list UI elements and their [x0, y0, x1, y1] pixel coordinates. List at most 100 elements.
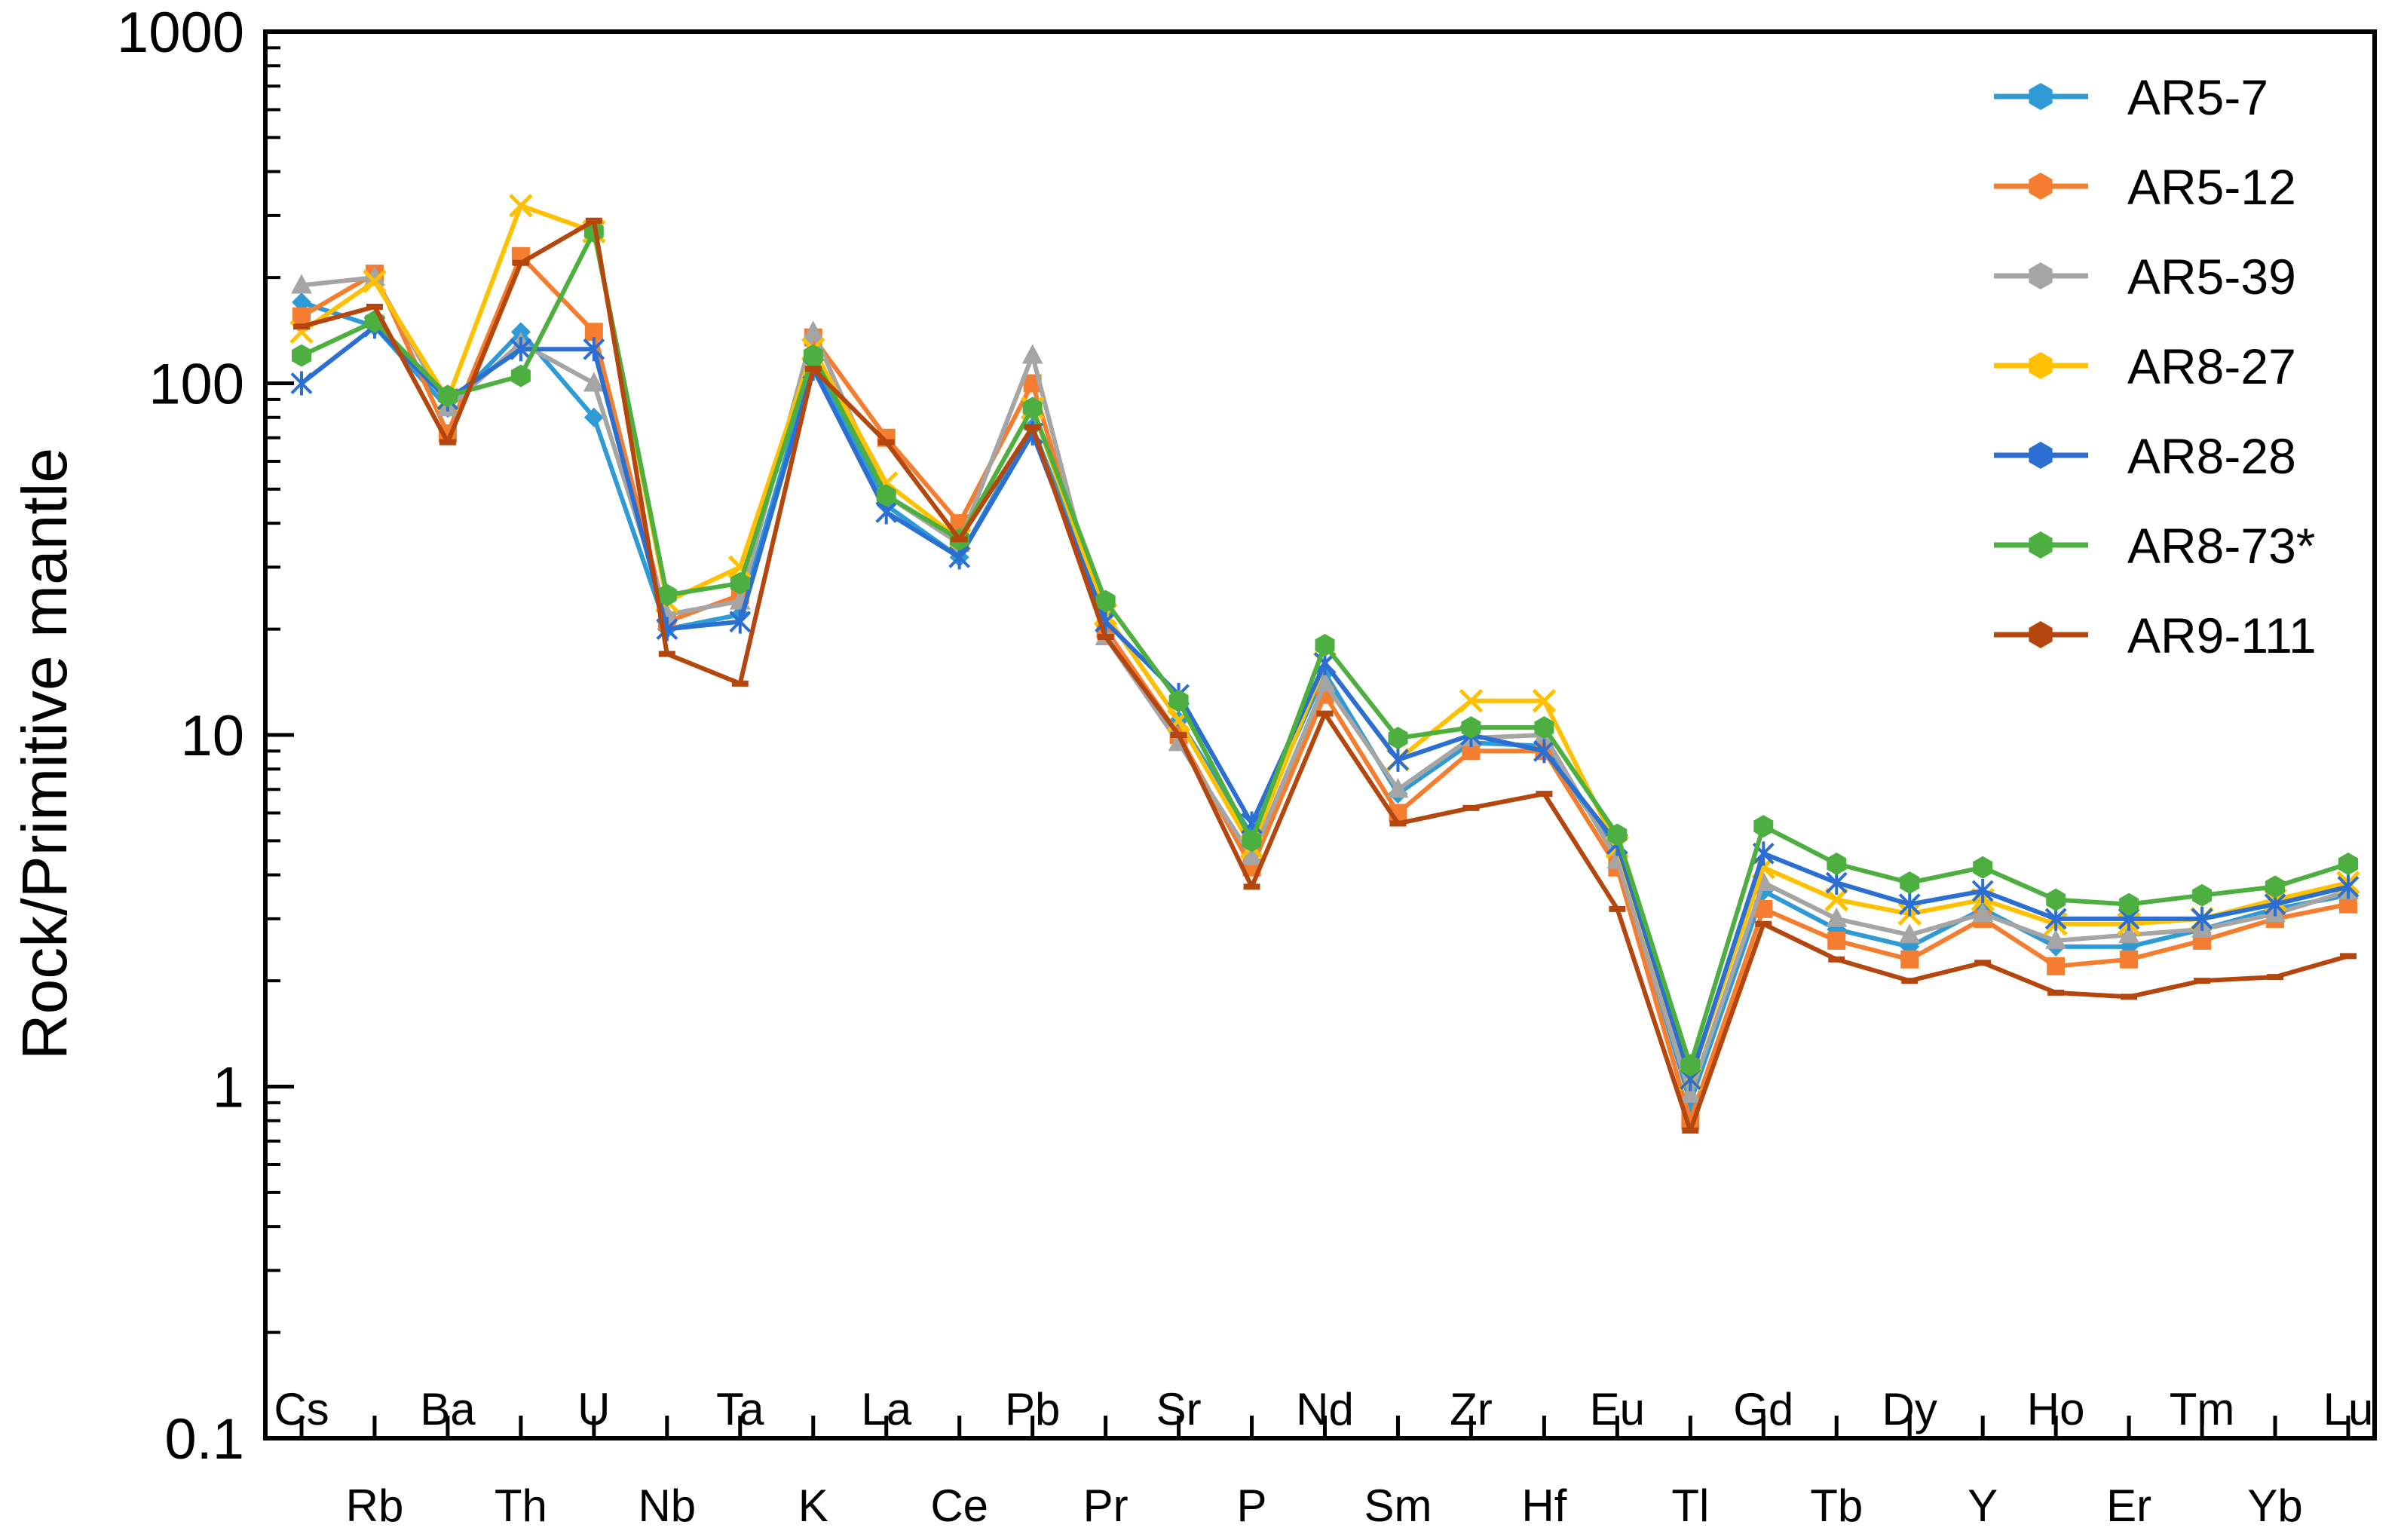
- data-point: [510, 364, 531, 387]
- x-tick-label: Th: [495, 1480, 547, 1531]
- data-point: [292, 307, 311, 326]
- legend-item: AR9-111: [1994, 608, 2317, 663]
- data-point: [1022, 396, 1043, 420]
- x-tick-label: Sm: [1364, 1480, 1432, 1531]
- x-tick-label: Ba: [420, 1384, 476, 1434]
- data-point: [437, 384, 458, 408]
- x-tick-label: Pr: [1083, 1480, 1129, 1531]
- data-point: [1532, 689, 1557, 713]
- data-point: [1973, 856, 1993, 879]
- axes-layer: 0.1 1 10 100 1000 Cs Rb Ba Th U Nb Ta K La Ce Pb Pr Sr P Nd…: [117, 1, 2377, 1531]
- legend-label: AR5-7: [2127, 69, 2268, 125]
- data-point: [292, 344, 311, 367]
- data-point: [1826, 907, 1848, 927]
- y-axis-label: Rock/Primitive mantle: [9, 448, 80, 1060]
- data-point: [1314, 672, 1336, 692]
- data-point: [2192, 883, 2213, 907]
- y-tick-label: 10: [180, 704, 244, 768]
- x-tick-label: Sr: [1156, 1384, 1202, 1434]
- data-point: [1315, 633, 1335, 657]
- data-point: [1900, 950, 1919, 969]
- data-point: [1972, 902, 1994, 923]
- x-tick-label: Pb: [1005, 1384, 1060, 1434]
- data-point: [802, 320, 824, 341]
- data-point: [2119, 892, 2139, 916]
- x-tick-label: Zr: [1450, 1384, 1493, 1434]
- data-point: [657, 583, 677, 607]
- data-point: [1242, 829, 1262, 853]
- data-point: [1387, 747, 1409, 772]
- data-point: [2265, 875, 2285, 899]
- data-point: [1241, 845, 1263, 865]
- legend-label: AR9-111: [2127, 608, 2317, 663]
- y-tick-label: 1000: [117, 1, 244, 65]
- data-point: [1534, 716, 1554, 739]
- data-point: [2191, 906, 2213, 931]
- data-point: [583, 372, 605, 392]
- legend-swatch-marker: [2029, 83, 2053, 110]
- data-point: [363, 266, 385, 286]
- data-point: [1827, 931, 1846, 950]
- legend-label: AR8-27: [2127, 338, 2296, 394]
- x-tick-label: La: [861, 1384, 911, 1434]
- data-point: [1021, 344, 1043, 364]
- y-tick-label: 0.1: [164, 1407, 244, 1471]
- data-point: [1168, 689, 1189, 712]
- legend-item: AR5-7: [1994, 69, 2268, 125]
- data-point: [1680, 1054, 1701, 1077]
- data-point: [1971, 878, 1994, 903]
- data-point: [729, 609, 752, 634]
- x-tick-label: Hf: [1521, 1480, 1566, 1531]
- x-tick-label: Dy: [1882, 1384, 1937, 1434]
- data-point: [292, 292, 311, 312]
- data-point: [730, 571, 750, 595]
- x-tick-label: Rb: [346, 1480, 404, 1531]
- y-tick-label: 100: [149, 353, 244, 417]
- data-point: [1899, 923, 1921, 944]
- legend-swatch-marker: [2029, 531, 2053, 559]
- data-point: [510, 337, 532, 362]
- legend-item: AR5-12: [1994, 159, 2296, 215]
- data-point: [363, 269, 387, 293]
- y-tick-label: 1: [213, 1056, 244, 1120]
- series-ar8-73-: [292, 220, 2358, 1077]
- x-tick-label: Gd: [1733, 1384, 1793, 1434]
- data-point: [1459, 689, 1484, 713]
- x-tick-label: Nd: [1296, 1384, 1354, 1434]
- data-point: [1680, 1082, 1701, 1103]
- data-point: [1095, 589, 1116, 613]
- data-point: [1827, 853, 1847, 875]
- legend-label: AR5-12: [2127, 159, 2296, 215]
- data-point: [510, 322, 531, 342]
- legend-swatch-marker: [2029, 442, 2053, 469]
- data-point: [2120, 950, 2139, 969]
- legend-swatch-marker: [2029, 352, 2053, 379]
- data-point: [1387, 778, 1409, 798]
- data-point: [1388, 727, 1408, 750]
- x-tick-label: Eu: [1590, 1384, 1645, 1434]
- legend-swatch-marker: [2029, 173, 2053, 200]
- legend-label: AR5-39: [2127, 249, 2296, 305]
- data-point: [1900, 871, 1920, 894]
- legend-swatch-marker: [2029, 621, 2053, 648]
- data-point: [1753, 815, 1774, 838]
- legend-item: AR8-28: [1994, 428, 2296, 484]
- x-tick-label: Cs: [274, 1384, 329, 1434]
- series-layer: [289, 194, 2360, 1134]
- legend-swatch-marker: [2029, 262, 2053, 289]
- series-ar9-111: [293, 217, 2357, 1134]
- data-point: [290, 371, 313, 396]
- data-point: [803, 344, 823, 367]
- x-tick-label: Er: [2106, 1480, 2151, 1531]
- data-point: [1824, 887, 1849, 912]
- data-point: [1898, 892, 1921, 917]
- legend-label: AR8-28: [2127, 428, 2296, 484]
- x-tick-label: Ho: [2027, 1384, 2085, 1434]
- data-point: [1461, 716, 1481, 739]
- x-tick-label: Tb: [1810, 1480, 1863, 1531]
- x-tick-label: Tm: [2170, 1384, 2235, 1434]
- data-point: [2047, 957, 2066, 975]
- data-point: [2045, 929, 2067, 949]
